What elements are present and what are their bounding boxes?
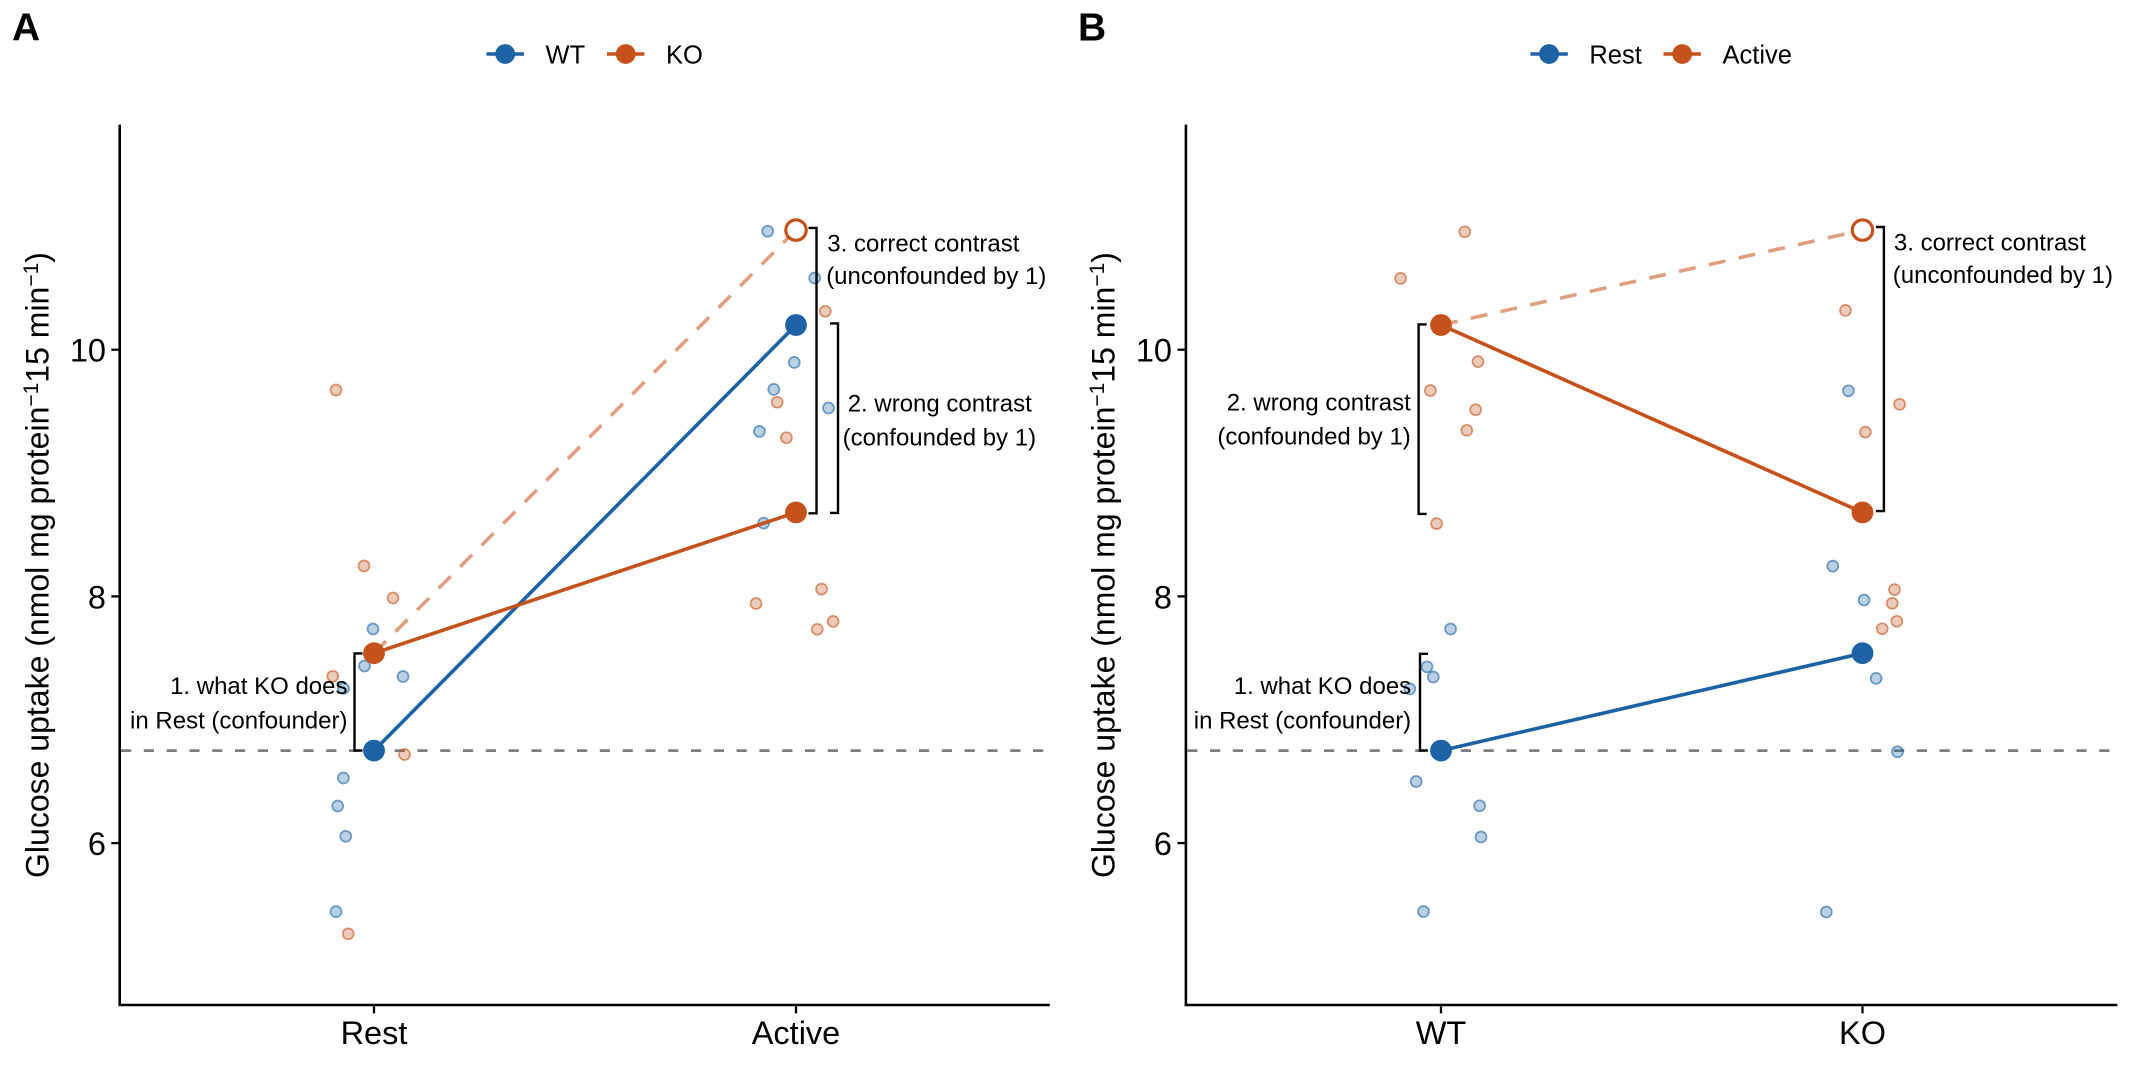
svg-text:Active: Active: [1723, 41, 1792, 69]
svg-text:WT: WT: [546, 41, 586, 69]
svg-text:(unconfounded by 1): (unconfounded by 1): [1893, 262, 2113, 289]
svg-text:in Rest (confounder): in Rest (confounder): [1194, 708, 1411, 735]
svg-text:3. correct contrast: 3. correct contrast: [1894, 230, 2086, 257]
svg-text:KO: KO: [1839, 1015, 1886, 1051]
svg-text:WT: WT: [1416, 1015, 1467, 1051]
svg-text:Rest: Rest: [1589, 41, 1641, 69]
svg-text:1. what KO does: 1. what KO does: [170, 673, 347, 700]
svg-text:KO: KO: [666, 41, 703, 69]
svg-text:6: 6: [88, 826, 106, 862]
svg-text:(confounded by 1): (confounded by 1): [1217, 424, 1410, 451]
svg-text:Rest: Rest: [341, 1015, 408, 1051]
svg-text:(confounded by 1): (confounded by 1): [843, 424, 1036, 451]
svg-text:in Rest (confounder): in Rest (confounder): [130, 708, 347, 735]
svg-text:(unconfounded by 1): (unconfounded by 1): [826, 263, 1046, 290]
svg-text:6: 6: [1154, 826, 1172, 862]
svg-text:A: A: [12, 7, 40, 50]
svg-text:2. wrong contrast: 2. wrong contrast: [1227, 389, 1411, 416]
svg-text:10: 10: [1136, 333, 1172, 369]
svg-text:Active: Active: [752, 1015, 841, 1051]
svg-text:B: B: [1078, 7, 1106, 50]
svg-text:Glucose uptake (nmol mg protei: Glucose uptake (nmol mg protein−115 min−…: [1086, 252, 1122, 878]
svg-text:1. what KO does: 1. what KO does: [1234, 673, 1411, 700]
svg-text:10: 10: [70, 333, 106, 369]
svg-text:2. wrong contrast: 2. wrong contrast: [848, 390, 1032, 417]
svg-text:8: 8: [1154, 579, 1172, 615]
svg-text:8: 8: [88, 579, 106, 615]
svg-text:Glucose uptake (nmol mg protei: Glucose uptake (nmol mg protein−115 min−…: [20, 252, 56, 878]
svg-text:3. correct contrast: 3. correct contrast: [827, 230, 1019, 257]
